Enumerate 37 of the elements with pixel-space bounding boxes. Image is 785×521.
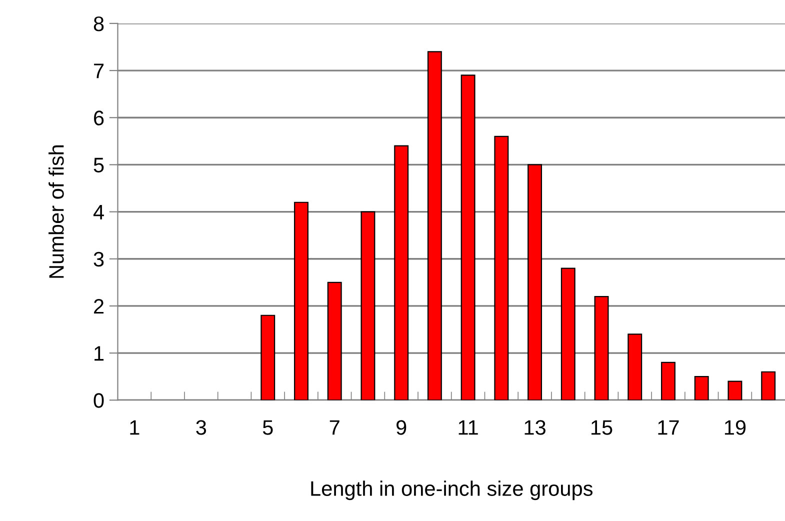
bar xyxy=(394,145,409,400)
y-tick-label: 1 xyxy=(94,346,104,361)
y-tick-label: 0 xyxy=(94,393,104,408)
x-tick-label: 3 xyxy=(196,420,206,435)
y-tick-label: 2 xyxy=(94,298,104,314)
x-tick-label: 15 xyxy=(592,420,612,435)
x-axis-title: Length in one-inch size groups xyxy=(311,480,593,500)
bar xyxy=(460,74,476,400)
bar xyxy=(360,211,376,400)
y-tick-label: 6 xyxy=(94,110,104,126)
x-tick-label: 19 xyxy=(724,420,746,435)
y-tick-label: 8 xyxy=(94,16,104,32)
bar xyxy=(560,268,576,400)
x-tick-label: 5 xyxy=(262,420,273,435)
y-tick-label: 3 xyxy=(94,252,104,267)
bar xyxy=(761,371,776,400)
bar xyxy=(427,51,442,400)
x-tick-label: 7 xyxy=(330,420,340,435)
bar xyxy=(327,282,342,400)
x-tick-label: 1 xyxy=(130,420,140,435)
bar xyxy=(694,376,709,400)
y-tick-label: 5 xyxy=(94,158,104,172)
bar xyxy=(594,296,609,400)
bar xyxy=(661,362,676,400)
x-tick-label: 17 xyxy=(658,420,679,435)
bar xyxy=(294,202,308,400)
x-tick-label: 13 xyxy=(524,420,546,435)
bar xyxy=(728,380,742,400)
bar xyxy=(528,164,542,400)
bar xyxy=(628,334,642,400)
x-tick-label: 11 xyxy=(458,420,478,435)
y-tick-label: 4 xyxy=(93,205,104,220)
y-tick-label: 7 xyxy=(94,64,104,78)
bar xyxy=(260,314,276,400)
bar xyxy=(494,136,509,400)
x-tick-label: 9 xyxy=(396,420,406,435)
y-axis-title: Number of fish xyxy=(48,145,64,278)
